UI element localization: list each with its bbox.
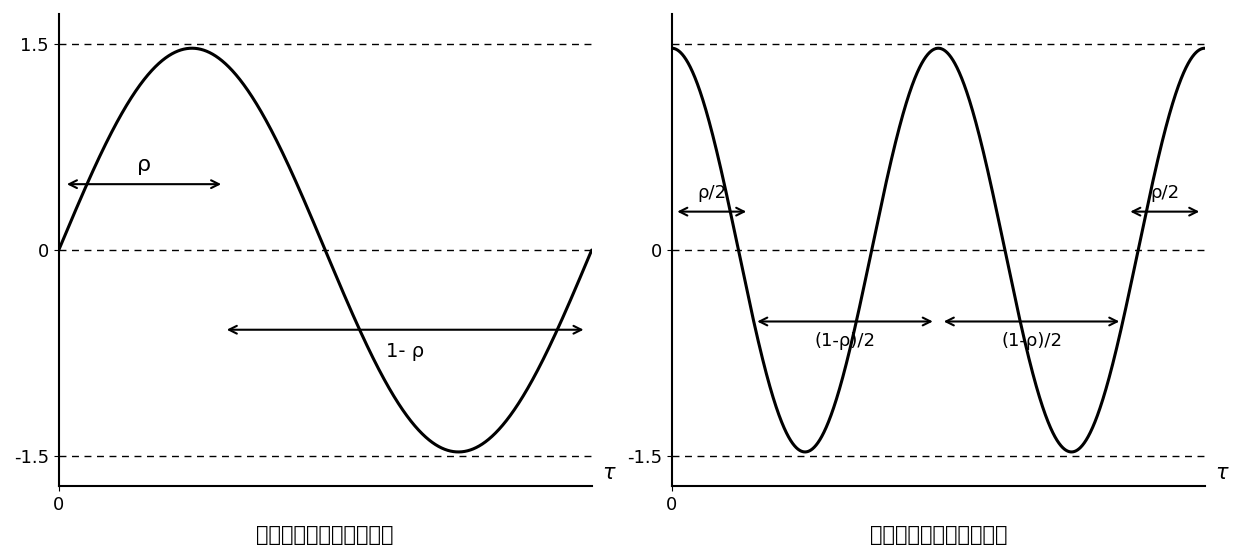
X-axis label: 正弦相位子载波调制波形: 正弦相位子载波调制波形 bbox=[257, 525, 394, 545]
Text: ρ/2: ρ/2 bbox=[1151, 184, 1179, 202]
Text: ρ: ρ bbox=[136, 154, 151, 174]
X-axis label: 余弦相位子载波调制波形: 余弦相位子载波调制波形 bbox=[869, 525, 1007, 545]
Text: 1- ρ: 1- ρ bbox=[386, 342, 424, 361]
Text: (1-ρ)/2: (1-ρ)/2 bbox=[1001, 333, 1061, 350]
Text: τ: τ bbox=[1215, 462, 1228, 482]
Text: τ: τ bbox=[603, 462, 615, 482]
Text: (1-ρ)/2: (1-ρ)/2 bbox=[815, 333, 875, 350]
Text: ρ/2: ρ/2 bbox=[697, 184, 727, 202]
